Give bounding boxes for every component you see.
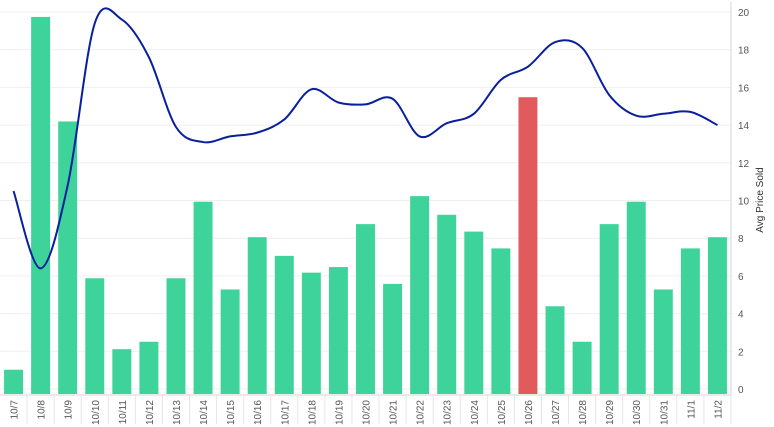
bar [301, 272, 321, 394]
bar [653, 289, 673, 394]
bar [383, 283, 403, 394]
x-tick-label: 10/22 [416, 400, 427, 425]
bar [328, 267, 348, 394]
bar [545, 306, 565, 394]
y-tick-label: 18 [738, 46, 750, 57]
x-tick-label: 10/12 [145, 400, 156, 425]
x-tick-label: 10/13 [172, 400, 183, 425]
bar [31, 16, 51, 395]
x-tick-label: 10/9 [64, 400, 75, 420]
x-tick-label: 10/10 [91, 400, 102, 425]
bar [572, 341, 592, 394]
x-tick-label: 11/1 [686, 400, 697, 419]
y-tick-label: 6 [738, 272, 744, 283]
bar [599, 224, 619, 394]
x-tick-label: 10/28 [578, 400, 589, 425]
x-tick-label: 10/11 [118, 400, 129, 425]
bar [58, 121, 78, 394]
x-tick-label: 10/31 [659, 400, 670, 425]
x-tick-label: 10/30 [632, 400, 643, 425]
x-tick-label: 10/25 [497, 400, 508, 425]
bar [464, 231, 484, 394]
y-tick-label: 10 [738, 197, 750, 208]
bar [112, 349, 132, 394]
y-tick-label: 0 [738, 385, 744, 396]
x-tick-label: 10/15 [226, 400, 237, 425]
bar [193, 201, 213, 394]
x-tick-label: 11/2 [713, 400, 724, 419]
y-tick-label: 20 [738, 8, 750, 19]
x-tick-label: 10/16 [253, 400, 264, 425]
y-tick-label: 16 [738, 83, 750, 94]
x-tick-label: 10/14 [199, 400, 210, 425]
bar [626, 201, 646, 394]
bar [85, 278, 105, 394]
x-tick-label: 10/23 [443, 400, 454, 425]
bar [274, 255, 294, 394]
y-tick-label: 12 [738, 159, 750, 170]
avg-price-line [12, 7, 718, 270]
bar [491, 248, 511, 394]
bar [410, 196, 430, 394]
y-tick-label: 2 [738, 347, 744, 358]
bar [680, 248, 700, 394]
y-tick-label: 14 [738, 121, 750, 132]
bar [247, 237, 267, 394]
x-axis-ticks: 10/7 10/8 10/9 10/10 10/11 10/12 10/13 10/14 10/… [10, 395, 732, 425]
bar [356, 224, 375, 394]
bar [220, 289, 240, 394]
bar [166, 278, 186, 394]
x-tick-label: 10/19 [334, 400, 345, 425]
x-tick-label: 10/26 [524, 400, 535, 425]
y-tick-label: 4 [738, 310, 744, 321]
x-tick-label: 10/20 [362, 400, 373, 425]
x-tick-label: 10/21 [389, 400, 400, 425]
bar [437, 214, 457, 394]
y-tick-label: 8 [738, 234, 744, 245]
x-tick-label: 10/29 [605, 400, 616, 425]
x-tick-label: 10/18 [307, 400, 318, 425]
right-axis-title: Avg Price Sold [755, 167, 766, 232]
right-axis-ticks: 0 2 4 6 8 10 12 14 16 18 20 [738, 8, 750, 396]
x-tick-label: 10/17 [280, 400, 291, 425]
bar [139, 341, 159, 394]
bar [4, 369, 24, 394]
x-tick-label: 10/7 [10, 400, 21, 420]
x-tick-label: 10/24 [470, 400, 481, 425]
bar [707, 237, 727, 394]
bar-series [4, 16, 727, 395]
x-tick-label: 10/27 [551, 400, 562, 425]
bar [518, 97, 538, 394]
x-tick-label: 10/8 [37, 400, 48, 420]
